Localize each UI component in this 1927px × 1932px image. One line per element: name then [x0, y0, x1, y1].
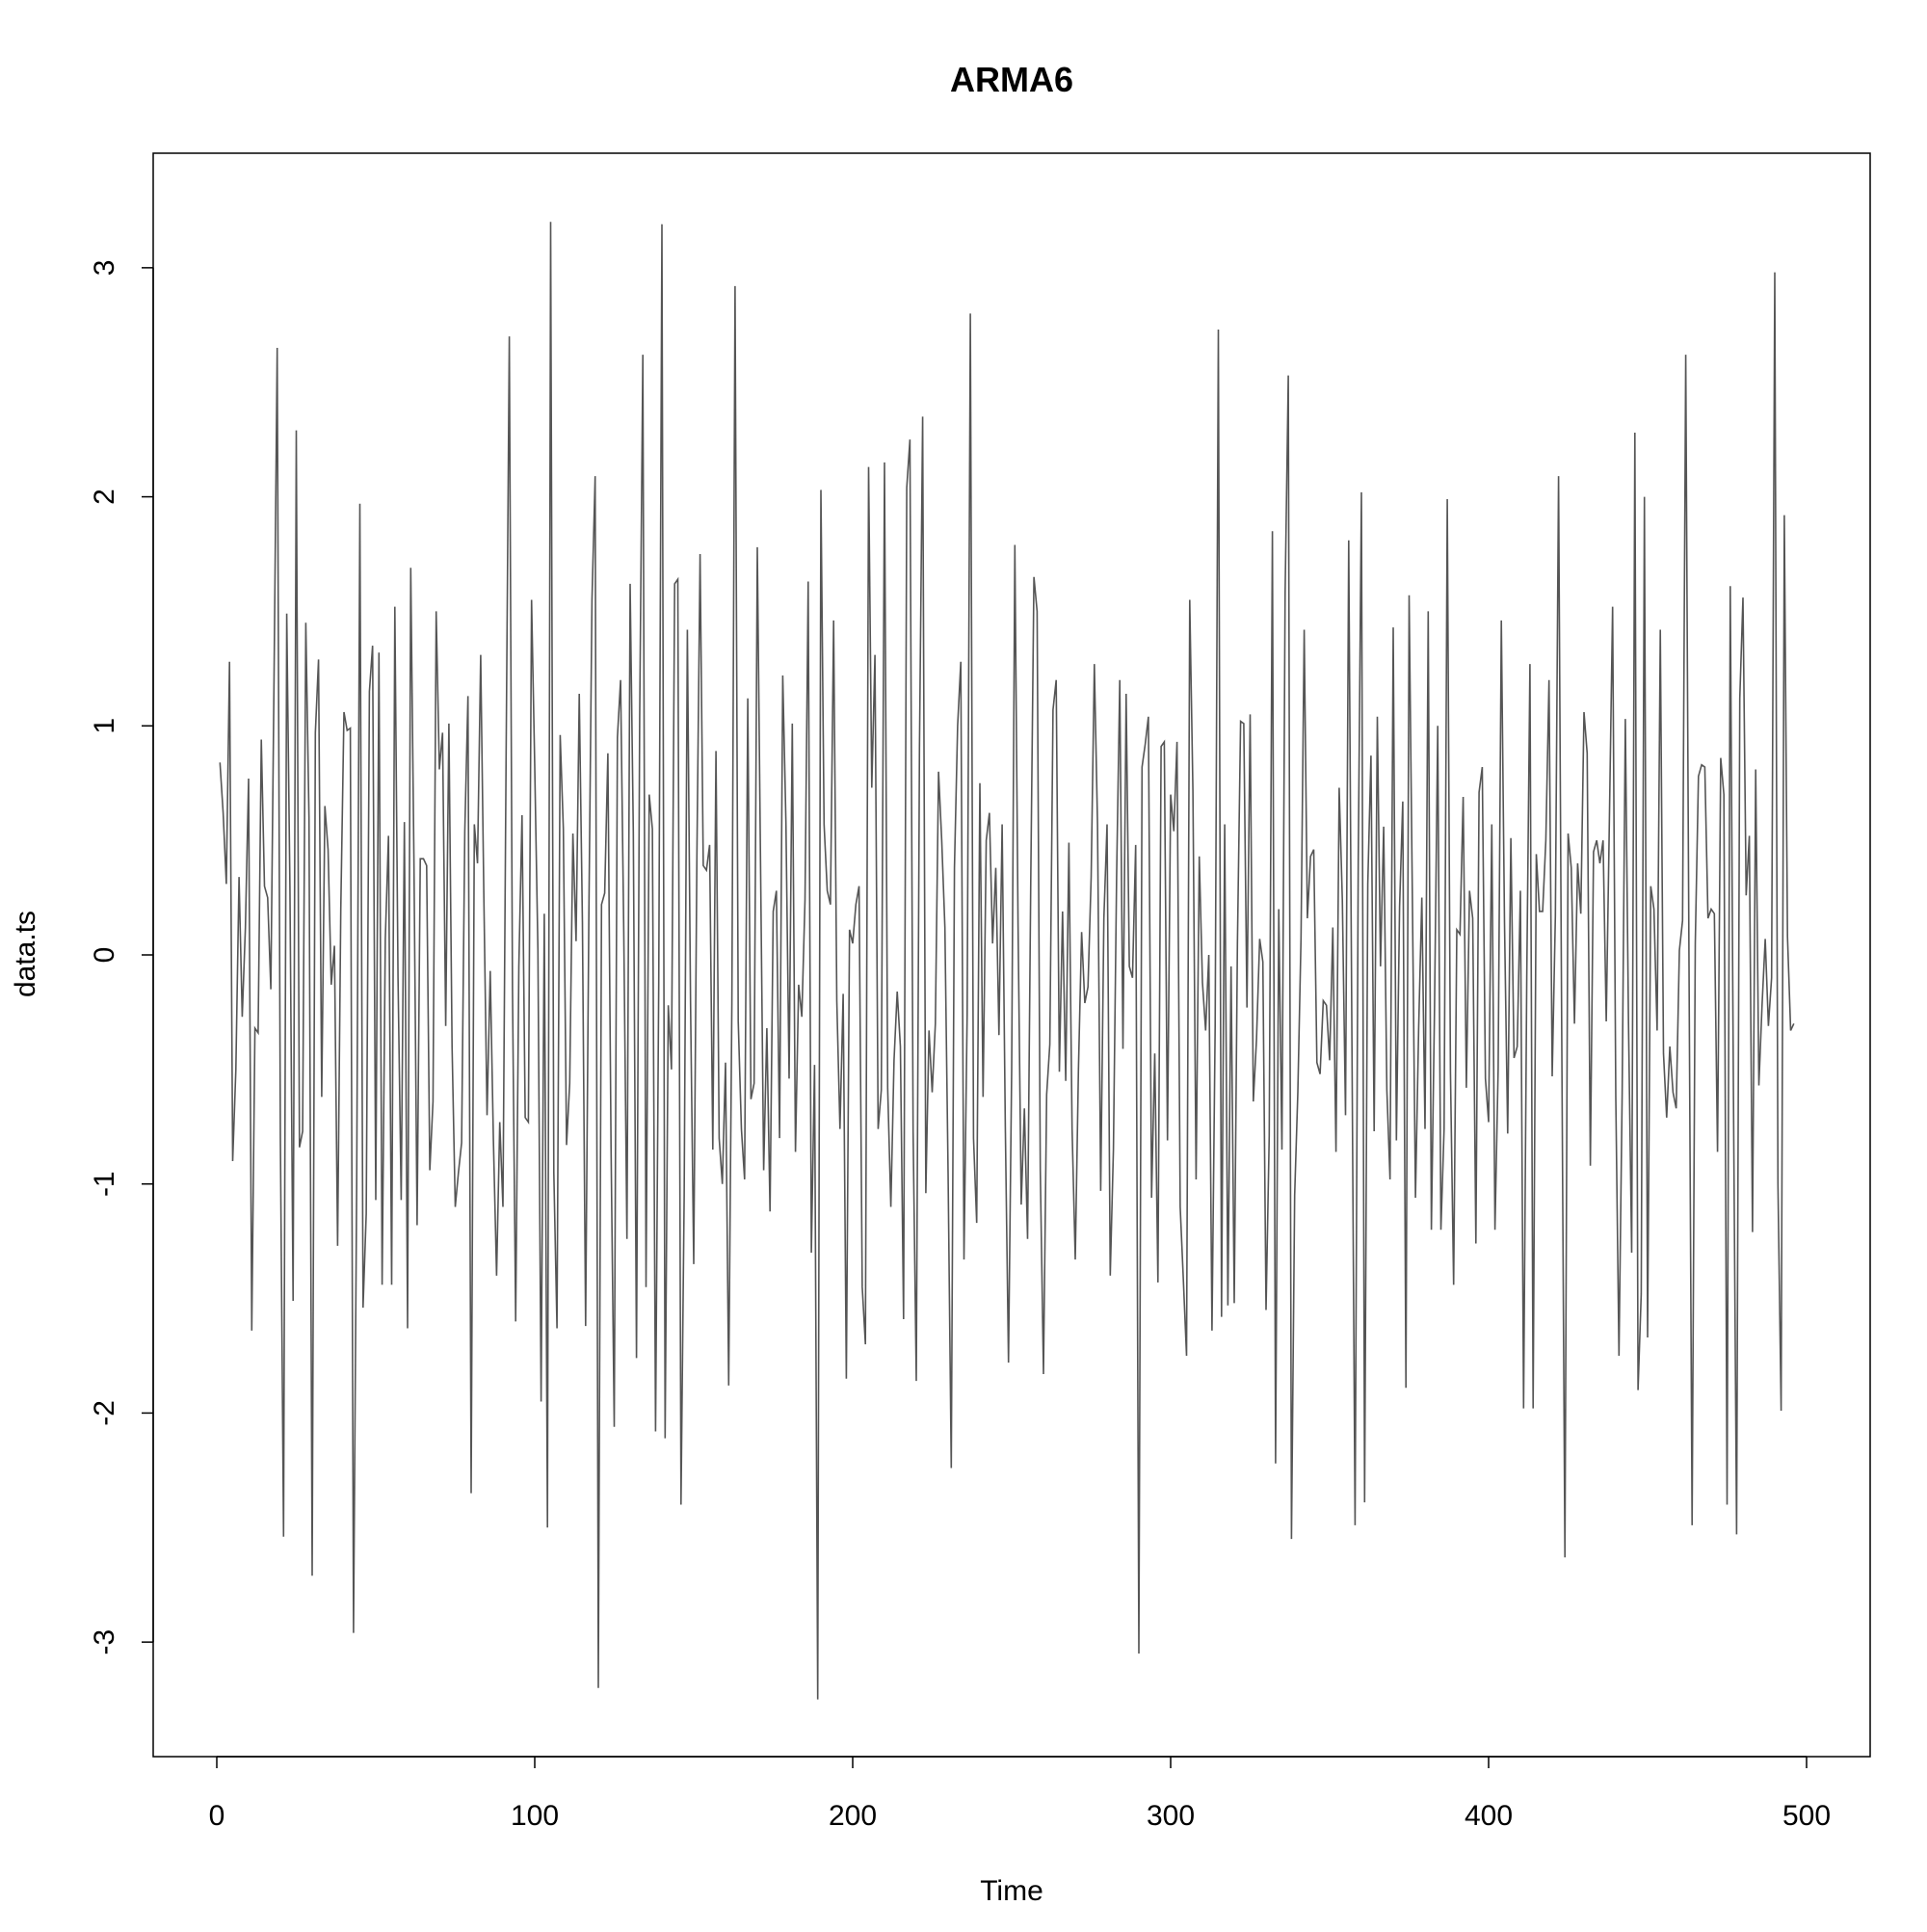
y-tick-label: -1: [89, 1171, 120, 1197]
series-line: [219, 222, 1795, 1700]
x-tick-label: 0: [209, 1800, 225, 1832]
y-tick-label: 1: [89, 718, 120, 734]
y-tick-label: -2: [89, 1400, 120, 1426]
x-tick-label: 400: [1465, 1800, 1513, 1832]
x-tick-label: 100: [511, 1800, 559, 1832]
y-axis: -3 -2 -1 0 1 2 3: [89, 260, 154, 1655]
y-tick-label: 2: [89, 489, 120, 505]
x-tick-label: 500: [1782, 1800, 1831, 1832]
series-group: [219, 222, 1795, 1700]
x-axis: 0 100 200 300 400 500: [209, 1756, 1831, 1832]
x-axis-label: Time: [980, 1875, 1043, 1907]
y-tick-label: -3: [89, 1629, 120, 1655]
y-tick-label: 3: [89, 260, 120, 277]
chart-title: ARMA6: [950, 60, 1073, 99]
y-axis-label: data.ts: [10, 911, 41, 997]
y-tick-label: 0: [89, 947, 120, 964]
x-tick-label: 200: [829, 1800, 877, 1832]
x-tick-label: 300: [1147, 1800, 1195, 1832]
